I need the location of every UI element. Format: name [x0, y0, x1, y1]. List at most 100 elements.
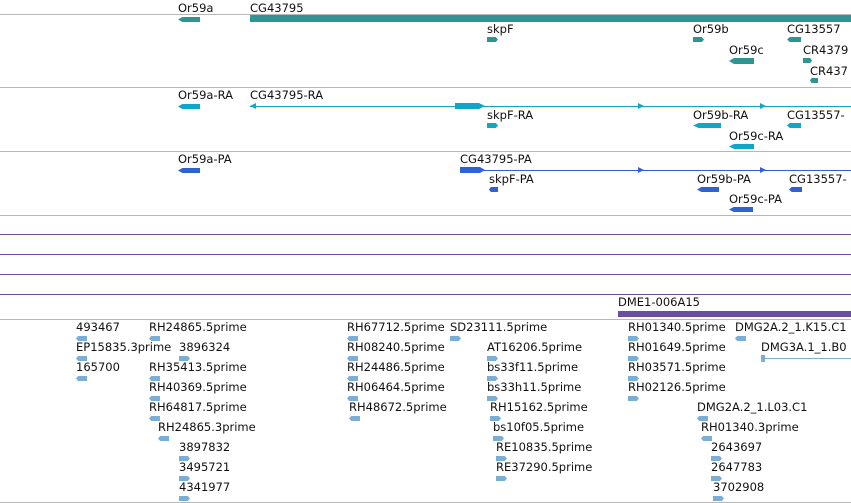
clone-glyph[interactable]: [158, 436, 169, 441]
feature-label[interactable]: AT16206.5prime: [487, 340, 583, 354]
feature-label[interactable]: Or59c-PA: [729, 192, 782, 206]
feature-label[interactable]: 4341977: [179, 480, 231, 494]
protein-glyph[interactable]: [178, 168, 200, 173]
feature-label[interactable]: SD23111.5prime: [450, 320, 548, 334]
protein-exon[interactable]: [460, 167, 485, 173]
feature-label[interactable]: Or59b-PA: [697, 172, 751, 186]
feature-label[interactable]: RH35413.5prime: [149, 360, 247, 374]
feature-label[interactable]: DMG2A.2_1.K15.C1: [735, 320, 847, 334]
clone-glyph[interactable]: [149, 336, 160, 341]
clone-glyph[interactable]: [149, 396, 160, 401]
feature-label[interactable]: CG13557-: [787, 108, 845, 122]
feature-label[interactable]: CG13557: [787, 22, 841, 36]
feature-label[interactable]: Or59c-RA: [729, 129, 784, 143]
feature-label[interactable]: RH01340.5prime: [628, 320, 726, 334]
feature-label[interactable]: RH02126.5prime: [628, 380, 726, 394]
mrna-glyph[interactable]: [178, 104, 200, 109]
clone-glyph[interactable]: [761, 355, 765, 362]
feature-label[interactable]: EP15835.3prime: [76, 340, 172, 354]
mrna-glyph[interactable]: [787, 123, 801, 128]
feature-label[interactable]: CG43795-PA: [460, 152, 532, 166]
clone-glyph[interactable]: [711, 476, 722, 481]
clone-glyph[interactable]: [701, 436, 712, 441]
gene-glyph[interactable]: [803, 58, 812, 63]
feature-label[interactable]: RH03571.5prime: [628, 360, 726, 374]
mrna-glyph[interactable]: [487, 123, 498, 128]
feature-label[interactable]: RH24486.5prime: [347, 360, 445, 374]
feature-label[interactable]: CG43795-RA: [250, 88, 324, 102]
feature-label[interactable]: Or59b: [693, 22, 729, 36]
feature-label[interactable]: skpF-RA: [487, 108, 534, 122]
gene-glyph[interactable]: [787, 37, 801, 42]
clone-glyph[interactable]: [493, 436, 504, 441]
feature-label[interactable]: RH24865.3prime: [158, 420, 256, 434]
feature-label[interactable]: 3495721: [179, 460, 231, 474]
protein-glyph[interactable]: [697, 187, 719, 192]
clone-glyph[interactable]: [735, 336, 746, 341]
clone-glyph[interactable]: [347, 336, 358, 341]
clone-glyph[interactable]: [347, 356, 358, 361]
clone-glyph[interactable]: [628, 336, 639, 341]
clone-glyph[interactable]: [711, 456, 722, 461]
clone-glyph[interactable]: [347, 396, 358, 401]
feature-label[interactable]: RH15162.5prime: [490, 400, 588, 414]
feature-label[interactable]: RE37290.5prime: [496, 460, 593, 474]
feature-label[interactable]: RH08240.5prime: [347, 340, 445, 354]
feature-label[interactable]: 3896324: [179, 340, 231, 354]
clone-glyph[interactable]: [76, 356, 87, 361]
clone-glyph[interactable]: [149, 416, 160, 421]
mrna-glyph[interactable]: [693, 123, 721, 128]
clone-glyph[interactable]: [487, 376, 498, 381]
clone-glyph[interactable]: [628, 396, 639, 401]
clone-glyph[interactable]: [628, 356, 639, 361]
feature-label[interactable]: RH67712.5prime: [347, 320, 445, 334]
feature-label[interactable]: Or59a-PA: [178, 152, 232, 166]
feature-label[interactable]: Or59a: [178, 1, 214, 15]
clone-glyph[interactable]: [487, 396, 498, 401]
feature-label[interactable]: DMG3A.1_1.B0: [761, 340, 847, 354]
mrna-exon[interactable]: [455, 103, 485, 109]
gene-glyph[interactable]: [810, 78, 818, 83]
clone-glyph[interactable]: [179, 476, 190, 481]
feature-label[interactable]: RH06464.5prime: [347, 380, 445, 394]
feature-label[interactable]: 3897832: [179, 440, 231, 454]
clone-glyph[interactable]: [487, 356, 498, 361]
protein-glyph[interactable]: [489, 187, 498, 192]
clone-glyph[interactable]: [76, 376, 87, 381]
feature-label[interactable]: RH24865.5prime: [149, 320, 247, 334]
feature-label[interactable]: 3702908: [713, 480, 765, 494]
feature-label[interactable]: RH64817.5prime: [149, 400, 247, 414]
feature-label[interactable]: 165700: [76, 360, 120, 374]
feature-label[interactable]: bs33f11.5prime: [487, 360, 579, 374]
clone-glyph[interactable]: [347, 376, 358, 381]
clone-glyph[interactable]: [496, 476, 507, 481]
clone-glyph[interactable]: [713, 496, 724, 501]
feature-label[interactable]: CR437: [810, 64, 848, 78]
gene-glyph[interactable]: [693, 37, 704, 42]
feature-label[interactable]: CR4379: [803, 43, 849, 57]
feature-label[interactable]: skpF: [487, 22, 514, 36]
clone-glyph[interactable]: [179, 356, 190, 361]
feature-label[interactable]: 493467: [76, 320, 120, 334]
gene-glyph[interactable]: [487, 37, 498, 42]
clone-glyph[interactable]: [697, 416, 708, 421]
clone-glyph[interactable]: [349, 416, 360, 421]
gene-glyph[interactable]: [729, 58, 754, 64]
mrna-glyph[interactable]: [729, 144, 754, 149]
feature-label[interactable]: RH48672.5prime: [349, 400, 447, 414]
misc-glyph[interactable]: [618, 311, 628, 317]
feature-label[interactable]: RH01340.3prime: [701, 420, 799, 434]
feature-label[interactable]: DMG2A.2_1.L03.C1: [697, 400, 808, 414]
feature-label[interactable]: RE10835.5prime: [496, 440, 593, 454]
clone-glyph[interactable]: [149, 376, 160, 381]
feature-label[interactable]: skpF-PA: [489, 172, 534, 186]
clone-glyph[interactable]: [450, 336, 461, 341]
feature-label[interactable]: RH01649.5prime: [628, 340, 726, 354]
feature-label[interactable]: 2643697: [711, 440, 763, 454]
clone-glyph[interactable]: [76, 336, 87, 341]
feature-label[interactable]: bs33h11.5prime: [487, 380, 582, 394]
protein-glyph[interactable]: [729, 207, 753, 212]
clone-glyph[interactable]: [496, 456, 507, 461]
feature-label[interactable]: bs10f05.5prime: [493, 420, 585, 434]
feature-label[interactable]: DME1-006A15: [618, 295, 700, 309]
